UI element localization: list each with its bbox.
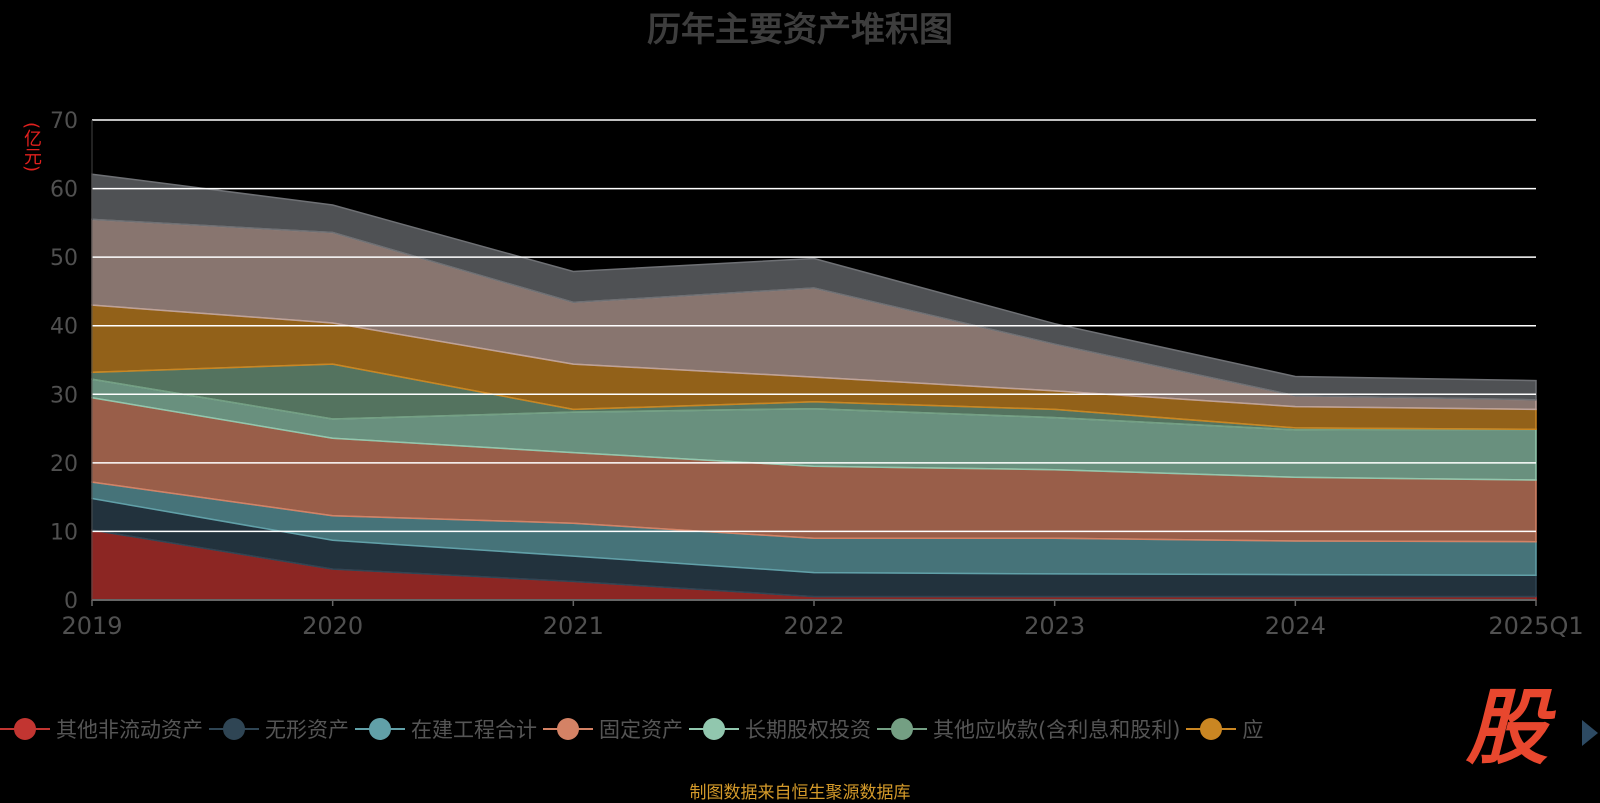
chart-title: 历年主要资产堆积图: [647, 10, 953, 50]
legend-item[interactable]: 无形资产: [209, 714, 349, 744]
x-tick-label-2023: 2023: [1024, 612, 1085, 640]
x-tick-label-2019: 2019: [61, 612, 122, 640]
x-tick-label-2022: 2022: [783, 612, 844, 640]
legend-label: 在建工程合计: [411, 718, 537, 742]
legend-label: 应: [1242, 718, 1264, 742]
y-tick-label-60: 60: [50, 178, 78, 203]
legend-marker-icon: [209, 717, 259, 741]
legend-marker-icon: [355, 717, 405, 741]
legend-label: 长期股权投资: [745, 718, 871, 742]
legend-label: 固定资产: [599, 718, 683, 742]
legend-label: 其他非流动资产: [56, 718, 203, 742]
y-tick-label-30: 30: [50, 383, 78, 408]
legend-item[interactable]: 其他非流动资产: [0, 714, 203, 744]
x-tick-label-2025Q1: 2025Q1: [1488, 612, 1583, 640]
y-tick-label-70: 70: [50, 109, 78, 134]
legend-item[interactable]: 固定资产: [543, 714, 683, 744]
x-tick-label-2021: 2021: [543, 612, 604, 640]
legend-marker-icon: [1186, 717, 1237, 741]
x-tick-label-2020: 2020: [302, 612, 363, 640]
area-series-8: [91, 173, 1537, 401]
legend-item[interactable]: 其他应收款(含利息和股利): [877, 714, 1180, 744]
legend-marker-icon: [877, 717, 927, 741]
legend-item[interactable]: 长期股权投资: [689, 714, 871, 744]
data-source-note: 制图数据来自恒生聚源数据库: [689, 783, 911, 803]
x-tick-label-2024: 2024: [1265, 612, 1326, 640]
legend-marker-icon: [0, 717, 50, 741]
y-tick-label-50: 50: [50, 246, 78, 271]
legend-marker-icon: [689, 717, 739, 741]
legend-label: 无形资产: [265, 718, 349, 742]
legend-item[interactable]: 在建工程合计: [355, 714, 537, 744]
y-tick-label-10: 10: [50, 520, 78, 545]
watermark-logo: 股: [1466, 681, 1548, 776]
legend-marker-icon: [543, 717, 593, 741]
chart-legend: 其他非流动资产 无形资产 在建工程合计 固定资产 长期股权投资 其他应收款(含利息和股利)…: [0, 714, 1560, 754]
y-tick-label-40: 40: [50, 315, 78, 340]
legend-next-arrow-icon[interactable]: [1582, 720, 1598, 746]
y-tick-label-0: 0: [64, 589, 78, 614]
y-axis-unit: (亿元): [21, 122, 42, 173]
y-tick-label-20: 20: [50, 452, 78, 477]
legend-label: 其他应收款(含利息和股利): [933, 718, 1181, 742]
legend-item[interactable]: 应: [1186, 714, 1263, 744]
